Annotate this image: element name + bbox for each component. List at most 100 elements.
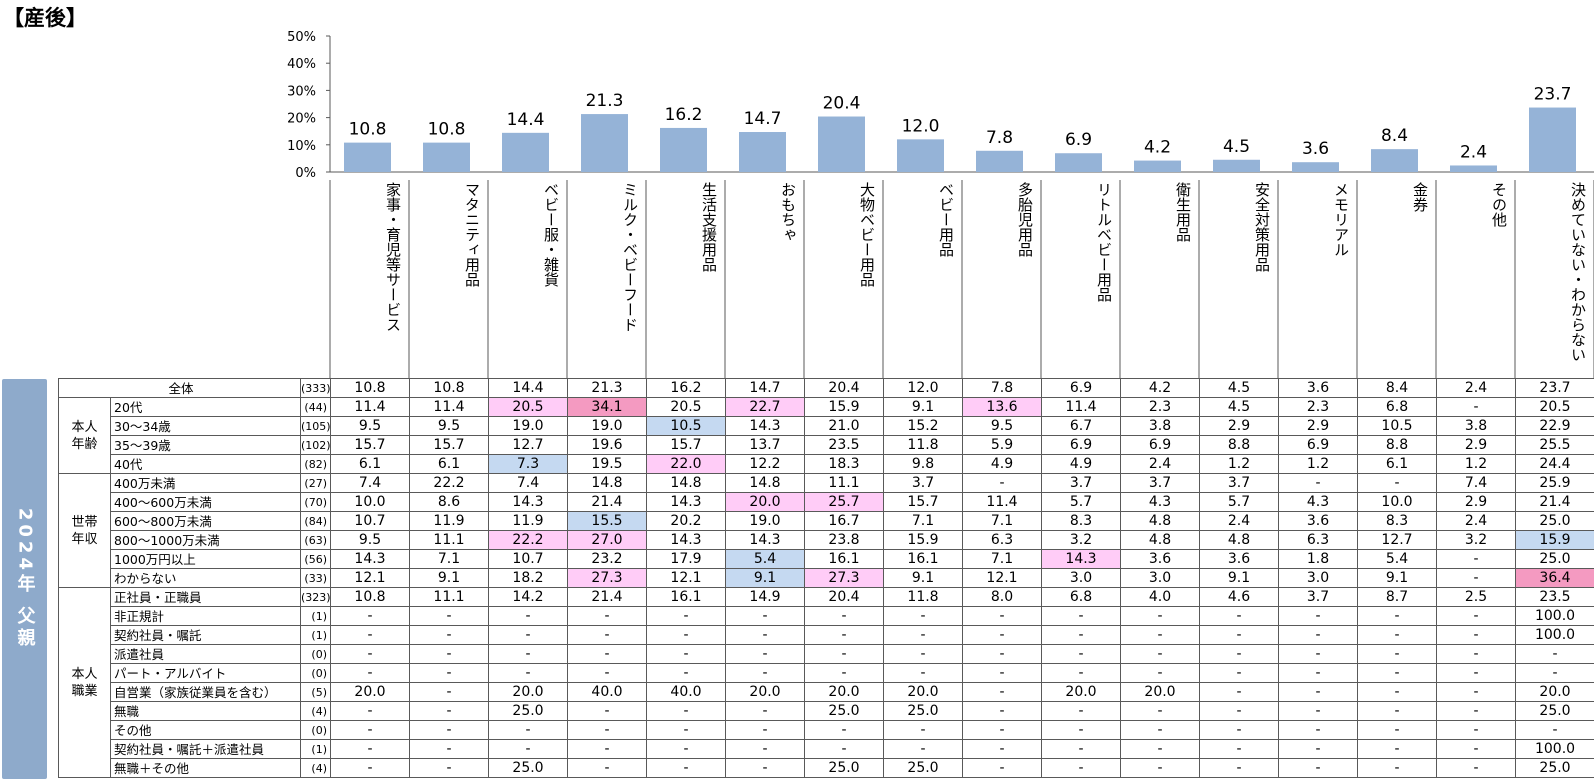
table-cell: 9.5	[962, 416, 1043, 436]
table-cell: 1.2	[1199, 454, 1280, 474]
table-cell: 6.1	[409, 454, 490, 474]
table-cell: -	[1120, 701, 1201, 721]
row-sample-size: (105)	[300, 416, 332, 436]
y-tick-label: 20%	[287, 112, 316, 127]
category-label: 決めていない・わからない	[1569, 182, 1586, 362]
table-cell: -	[646, 720, 727, 740]
row-label: 600～800万未満	[109, 511, 302, 531]
table-cell: 34.1	[567, 397, 648, 417]
table-cell: -	[962, 625, 1043, 645]
table-cell: 14.3	[725, 530, 806, 550]
table-cell: 14.3	[646, 492, 727, 512]
table-cell: 2.9	[1436, 435, 1517, 455]
table-cell: 14.3	[725, 416, 806, 436]
table-cell: 20.5	[488, 397, 569, 417]
table-cell: 16.2	[646, 378, 727, 398]
table-cell: 11.9	[488, 511, 569, 531]
table-cell: -	[1357, 644, 1438, 664]
table-cell: -	[1120, 720, 1201, 740]
table-cell: -	[1041, 720, 1122, 740]
table-cell: 14.8	[567, 473, 648, 493]
table-cell: 25.0	[1515, 758, 1594, 778]
table-cell: 11.4	[1041, 397, 1122, 417]
table-cell: -	[409, 758, 490, 778]
table-cell: 16.1	[646, 587, 727, 607]
table-cell: 10.0	[330, 492, 411, 512]
table-cell: 2.3	[1278, 397, 1359, 417]
table-cell: 5.4	[1357, 549, 1438, 569]
bar-value-label: 10.8	[428, 120, 466, 140]
table-cell: 4.3	[1278, 492, 1359, 512]
table-cell: -	[883, 720, 964, 740]
table-cell: -	[409, 606, 490, 626]
table-cell: -	[646, 625, 727, 645]
table-cell: 8.4	[1357, 378, 1438, 398]
table-cell: 12.2	[725, 454, 806, 474]
row-label: 400～600万未満	[109, 492, 302, 512]
table-row: 無職 (4) - -25.0- - -25.0 25.0- - - - - - -25.0	[59, 701, 1594, 721]
table-cell: -	[646, 644, 727, 664]
table-cell: 10.5	[1357, 416, 1438, 436]
table-cell: 3.6	[1120, 549, 1201, 569]
table-cell: -	[409, 701, 490, 721]
table-cell: -	[409, 663, 490, 683]
table-cell: -	[1199, 720, 1280, 740]
table-cell: 2.3	[1120, 397, 1201, 417]
row-label: 非正規計	[109, 606, 302, 626]
table-cell: 8.6	[409, 492, 490, 512]
table-cell: 9.5	[330, 530, 411, 550]
table-cell: -	[409, 682, 490, 702]
table-cell: 14.9	[725, 587, 806, 607]
table-cell: 6.3	[962, 530, 1043, 550]
row-sample-size: (5)	[300, 682, 332, 702]
row-sample-size: (333)	[300, 378, 332, 398]
table-cell: 1.8	[1278, 549, 1359, 569]
table-row: 自営業（家族従業員を含む） (5) 20.0-20.0 40.0 40.0 20.0 20.…	[59, 682, 1594, 702]
table-cell: 20.0	[725, 682, 806, 702]
table-row: パート・アルバイト (0) - - - - - - - - - - - - - - - -	[59, 663, 1594, 683]
table-cell: 4.2	[1120, 378, 1201, 398]
table-cell: 8.8	[1357, 435, 1438, 455]
bar-value-label: 20.4	[823, 94, 861, 114]
table-cell: 100.0	[1515, 606, 1594, 626]
table-row: 35～39歳 (102) 15.7 15.7 12.7 19.6 15.7 13.7 23.5 1…	[59, 435, 1594, 455]
bar-value-label: 4.5	[1223, 137, 1250, 157]
table-cell: 15.7	[883, 492, 964, 512]
table-cell: 2.4	[1436, 511, 1517, 531]
table-cell: 19.0	[725, 511, 806, 531]
table-cell: 3.8	[1120, 416, 1201, 436]
table-cell: 14.3	[488, 492, 569, 512]
table-cell: 20.4	[804, 587, 885, 607]
table-cell: 12.7	[1357, 530, 1438, 550]
table-cell: -	[1278, 682, 1359, 702]
table-cell: -	[725, 606, 806, 626]
table-cell: 22.9	[1515, 416, 1594, 436]
table-cell: 12.1	[646, 568, 727, 588]
table-cell: 2.4	[1199, 511, 1280, 531]
table-cell: 25.0	[883, 701, 964, 721]
table-cell: 27.0	[567, 530, 648, 550]
row-sample-size: (0)	[300, 644, 332, 664]
bar-value-label: 14.7	[744, 109, 782, 129]
table-cell: 15.7	[409, 435, 490, 455]
row-sample-size: (33)	[300, 568, 332, 588]
table-cell: -	[725, 644, 806, 664]
table-cell: 25.0	[883, 758, 964, 778]
row-label: 800～1000万未満	[109, 530, 302, 550]
table-cell: 6.1	[330, 454, 411, 474]
table-cell: 8.8	[1199, 435, 1280, 455]
table-cell: 6.8	[1357, 397, 1438, 417]
table-cell: -	[1120, 758, 1201, 778]
y-tick-label: 10%	[287, 139, 316, 154]
row-label: 無職＋その他	[109, 758, 302, 778]
table-cell: 3.7	[883, 473, 964, 493]
table-cell: -	[1436, 701, 1517, 721]
table-cell: -	[962, 701, 1043, 721]
table-cell: -	[1120, 625, 1201, 645]
table-cell: -	[962, 606, 1043, 626]
table-cell: 11.4	[409, 397, 490, 417]
row-sample-size: (70)	[300, 492, 332, 512]
table-cell: 21.4	[567, 492, 648, 512]
table-cell: 25.9	[1515, 473, 1594, 493]
table-row: 派遣社員 (0) - - - - - - - - - - - - - - - -	[59, 644, 1594, 664]
